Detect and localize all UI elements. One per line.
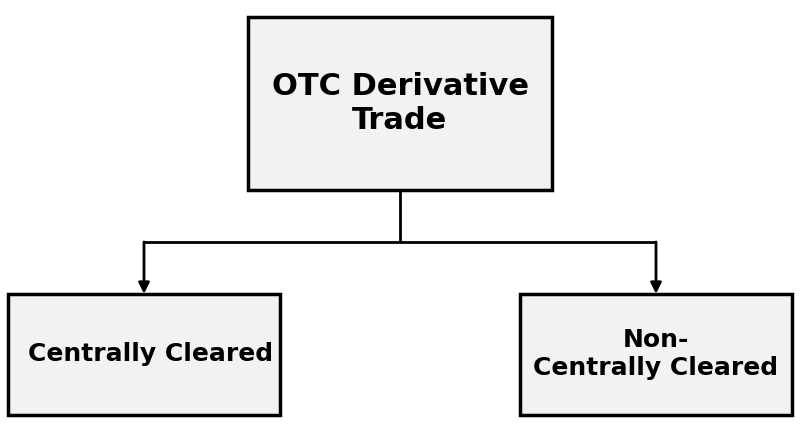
Text: OTC Derivative
Trade: OTC Derivative Trade (271, 73, 529, 135)
FancyBboxPatch shape (248, 17, 552, 190)
FancyBboxPatch shape (520, 294, 792, 415)
FancyBboxPatch shape (8, 294, 280, 415)
Text: Centrally Cleared: Centrally Cleared (28, 342, 273, 366)
Text: Non-
Centrally Cleared: Non- Centrally Cleared (534, 328, 778, 380)
